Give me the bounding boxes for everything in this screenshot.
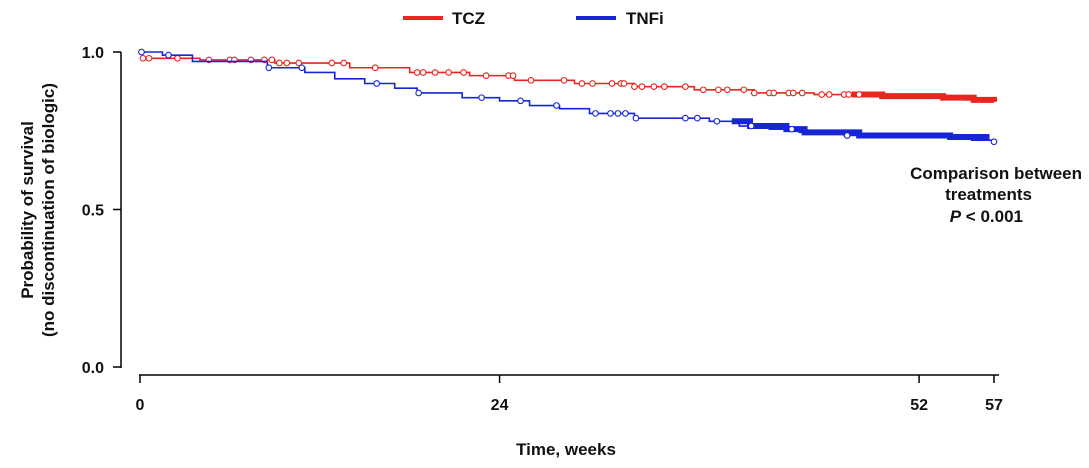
censor-mark-tcz — [798, 89, 806, 97]
censor-mark-tcz — [631, 83, 638, 90]
censor-mark-tcz — [413, 69, 421, 76]
series-tnfi — [138, 48, 998, 146]
censor-mark-tnfi — [843, 132, 851, 139]
censor-mark-tcz — [589, 80, 596, 87]
censor-mark-tcz — [295, 59, 303, 67]
x-axis-ticks: 0 24 52 57 — [136, 375, 1003, 414]
censor-mark-tcz — [740, 86, 748, 94]
censor-mark-tcz — [750, 89, 758, 97]
censor-mark-tcz — [818, 91, 826, 98]
censor-mark-tcz — [527, 76, 535, 84]
censor-mark-tcz — [460, 69, 467, 76]
censor-mark-tcz — [283, 59, 291, 67]
censor-mark-tcz — [560, 76, 568, 84]
censor-mark-tnfi — [607, 110, 614, 117]
y-tick-label: 0.0 — [82, 360, 104, 377]
censor-mark-tnfi — [553, 102, 560, 109]
censor-mark-tnfi — [265, 64, 273, 72]
y-axis-ticks: 0.0 0.5 1.0 — [82, 45, 121, 377]
censor-mark-tcz — [509, 72, 517, 79]
annotation-line1: Comparison between — [910, 164, 1082, 183]
censor-mark-tnfi — [478, 94, 485, 102]
annotation-line2: treatments — [945, 185, 1032, 204]
censor-mark-tcz — [620, 80, 628, 87]
legend-label-tnfi: TNFi — [626, 9, 664, 28]
censor-mark-tcz — [268, 56, 276, 64]
censor-mark-tcz — [650, 83, 658, 90]
censor-mark-tnfi — [713, 117, 721, 125]
comparison-annotation: Comparison between treatments P < 0.001 — [910, 164, 1082, 226]
censor-mark-tcz — [340, 59, 348, 67]
x-tick-label: 52 — [910, 397, 928, 414]
y-axis-title-line2: (no discontinuation of biologic) — [39, 83, 58, 337]
legend-label-tcz: TCZ — [452, 9, 485, 28]
legend: TCZ TNFi — [403, 9, 664, 28]
annotation-p-symbol: P — [950, 207, 962, 226]
censor-mark-tcz — [825, 91, 833, 98]
series-layer — [138, 48, 998, 146]
censor-mark-tcz — [723, 86, 731, 94]
censor-band-tcz — [851, 91, 997, 103]
censor-mark-tcz — [699, 86, 707, 94]
annotation-p-rest: < 0.001 — [961, 207, 1023, 226]
censor-mark-tnfi — [165, 51, 172, 59]
censor-mark-tcz — [445, 69, 452, 76]
censor-mark-tnfi — [632, 114, 640, 122]
censor-mark-tnfi — [415, 89, 423, 97]
censor-mark-tcz — [145, 54, 153, 62]
censor-mark-tcz — [682, 83, 689, 90]
censor-mark-tnfi — [138, 48, 145, 56]
censor-mark-tnfi — [517, 97, 524, 105]
censor-mark-tnfi — [693, 114, 701, 122]
annotation-pvalue: P < 0.001 — [950, 207, 1023, 226]
censor-mark-tcz — [431, 69, 439, 76]
x-tick-label: 0 — [136, 397, 145, 414]
censor-mark-tnfi — [622, 110, 629, 117]
censor-mark-tcz — [789, 89, 797, 97]
censor-band-tnfi — [731, 118, 990, 141]
censor-mark-tnfi — [298, 64, 306, 72]
censor-mark-tnfi — [373, 80, 381, 87]
censor-mark-tcz — [419, 69, 427, 76]
censor-mark-tcz — [174, 54, 181, 62]
censor-mark-tcz — [371, 64, 379, 72]
censor-mark-tcz — [275, 59, 283, 67]
censor-mark-tcz — [578, 80, 586, 87]
censor-mark-tnfi — [614, 110, 622, 117]
x-axis-title: Time, weeks — [516, 440, 616, 459]
censor-mark-tcz — [855, 91, 863, 98]
y-axis-title-line1: Probability of survival — [18, 121, 37, 299]
series-tcz — [139, 54, 997, 103]
censor-mark-tcz — [638, 83, 646, 90]
x-tick-label: 57 — [985, 397, 1003, 414]
x-tick-label: 24 — [491, 397, 509, 414]
censor-mark-tcz — [482, 72, 490, 79]
censor-mark-tnfi — [990, 138, 998, 146]
y-tick-label: 1.0 — [82, 45, 104, 62]
censor-mark-tnfi — [747, 122, 755, 130]
y-axis-title: Probability of survival (no discontinuat… — [18, 83, 58, 337]
censor-mark-tcz — [770, 89, 778, 97]
y-tick-label: 0.5 — [82, 203, 104, 220]
censor-mark-tnfi — [788, 125, 796, 133]
censor-mark-tcz — [139, 54, 147, 62]
censor-mark-tcz — [608, 80, 616, 87]
censor-mark-tnfi — [682, 114, 689, 122]
censor-mark-tnfi — [592, 110, 599, 117]
censor-mark-tcz — [661, 83, 668, 90]
censor-mark-tcz — [714, 86, 722, 94]
censor-mark-tcz — [845, 91, 853, 98]
censor-mark-tcz — [328, 59, 336, 67]
